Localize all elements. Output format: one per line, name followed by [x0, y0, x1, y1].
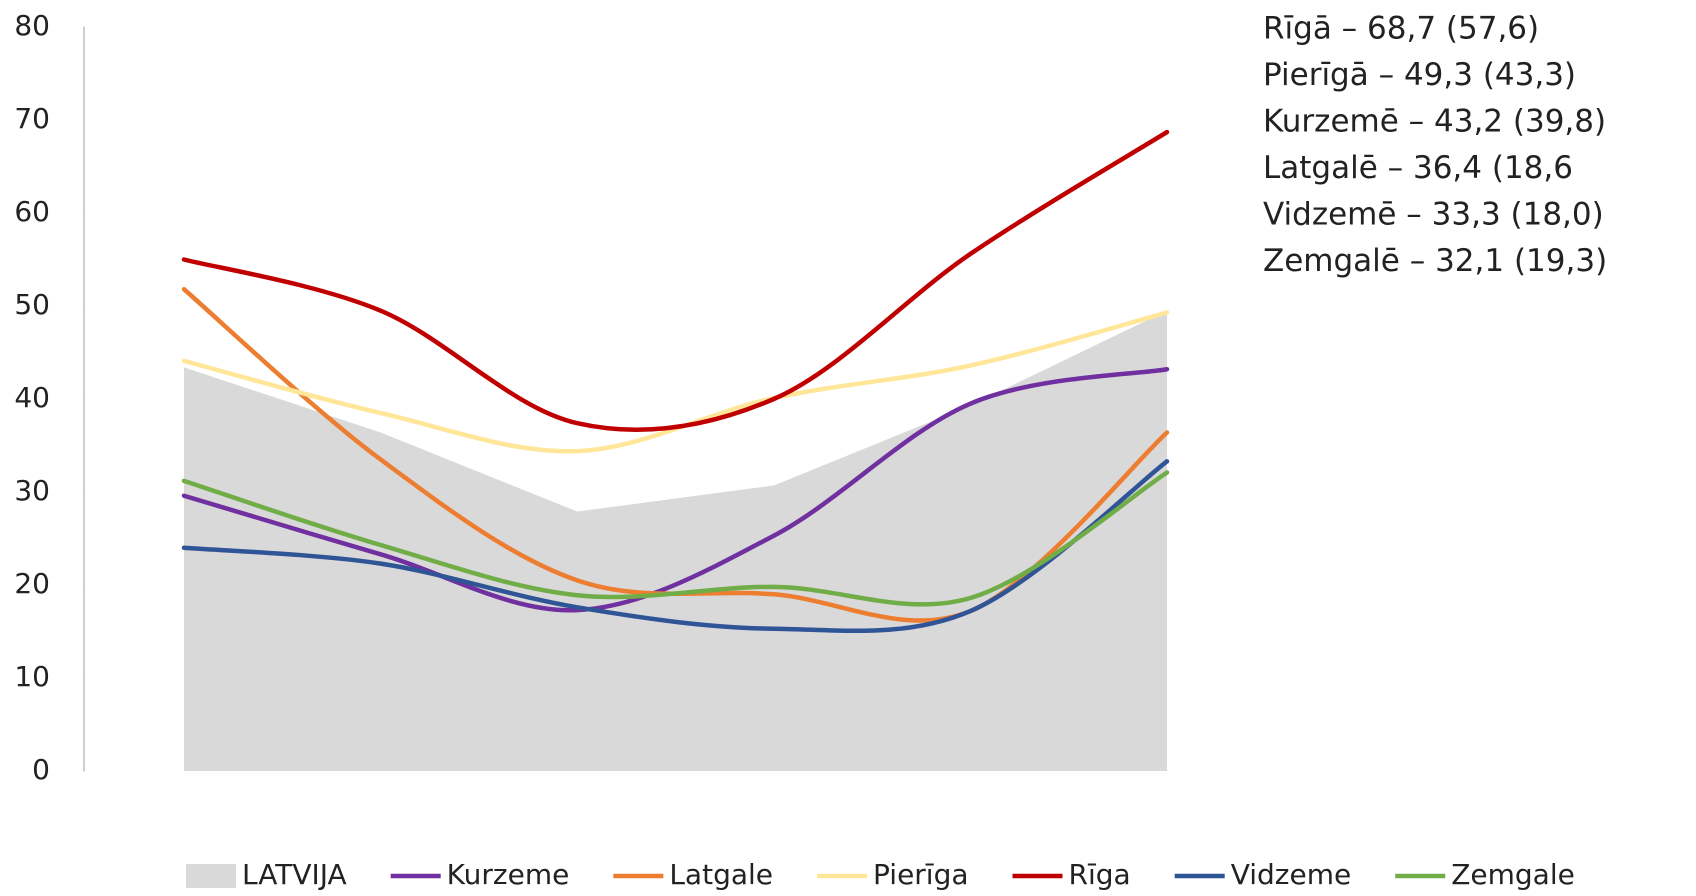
annotation: Zemgalē – 32,1 (19,3) [1263, 243, 1607, 279]
y-tick-label: 40 [14, 381, 50, 414]
y-tick-label: 20 [14, 567, 50, 600]
y-tick-label: 50 [14, 288, 50, 321]
y-tick-label: 30 [14, 474, 50, 507]
line [181, 366, 1170, 613]
annotation: Rīgā – 68,7 (57,6) [1263, 11, 1539, 47]
legend-label: Rīga [1069, 858, 1131, 891]
legend-label: Pierīga [873, 858, 969, 891]
line [181, 459, 1170, 634]
legend-label: Kurzeme [447, 858, 570, 891]
annotation: Vidzemē – 33,3 (18,0) [1263, 197, 1604, 233]
y-tick-label: 60 [14, 195, 50, 228]
annotation: Pierīgā – 49,3 (43,3) [1263, 57, 1576, 93]
y-tick-label: 70 [14, 102, 50, 135]
area [184, 310, 1167, 771]
line [181, 470, 1170, 607]
annotation: Kurzemē – 43,2 (39,8) [1263, 104, 1606, 140]
line [181, 129, 1170, 432]
legend-label: Zemgale [1451, 858, 1575, 891]
y-tick-label: 80 [14, 9, 50, 42]
legend-swatch [186, 864, 236, 888]
legend-label: Vidzeme [1231, 858, 1352, 891]
legend-label: LATVIJA [242, 858, 347, 891]
annotation: Latgalē – 36,4 (18,6 [1263, 150, 1573, 186]
legend-label: Latgale [669, 858, 773, 891]
y-tick-label: 10 [14, 660, 50, 693]
y-tick-label: 0 [32, 753, 50, 786]
